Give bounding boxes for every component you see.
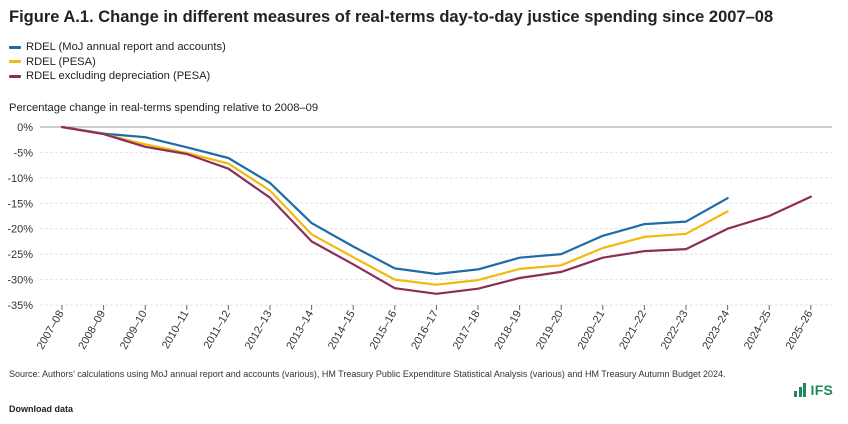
gridlines bbox=[40, 151, 832, 306]
x-tick-label: 2010–11 bbox=[160, 309, 191, 351]
chart-legend: RDEL (MoJ annual report and accounts) RD… bbox=[9, 40, 226, 84]
x-tick-label: 2009–10 bbox=[118, 309, 150, 352]
line-chart: 0% -5% -10% -15% -20% -25% -30% -35%2007–08 2008… bbox=[7, 122, 832, 352]
series-lines bbox=[60, 125, 812, 295]
legend-item-pesa-rdel: RDEL (PESA) bbox=[9, 55, 226, 70]
ifs-logo-bars-icon bbox=[794, 383, 808, 397]
ifs-logo: IFS bbox=[794, 383, 833, 397]
x-tick-label: 2017–18 bbox=[451, 309, 483, 352]
x-tick-label: 2013–14 bbox=[284, 309, 316, 352]
y-tick-label: -25% bbox=[7, 249, 33, 261]
legend-label-moj-rdel: RDEL (MoJ annual report and accounts) bbox=[26, 41, 226, 54]
y-tick-label: -15% bbox=[7, 198, 33, 210]
legend-label-pesa-rdel: RDEL (PESA) bbox=[26, 55, 96, 68]
y-tick-label: -20% bbox=[7, 224, 33, 236]
ifs-logo-text: IFS bbox=[810, 382, 834, 398]
legend-label-pesa-rdel-ex-dep: RDEL excluding depreciation (PESA) bbox=[26, 70, 211, 83]
x-tick-label: 2015–16 bbox=[368, 309, 400, 352]
legend-swatch-pesa-rdel bbox=[9, 60, 21, 64]
y-axis-title: Percentage change in real-terms spending… bbox=[9, 102, 319, 114]
y-tick-label: -35% bbox=[7, 300, 33, 312]
x-tick-label: 2023–24 bbox=[700, 309, 732, 352]
legend-item-moj-rdel: RDEL (MoJ annual report and accounts) bbox=[9, 40, 226, 55]
y-tick-label: 0% bbox=[17, 122, 33, 134]
x-tick-label: 2019–20 bbox=[534, 309, 566, 352]
legend-swatch-moj-rdel bbox=[9, 45, 21, 49]
x-tick-label: 2025–26 bbox=[784, 309, 816, 352]
x-tick-label: 2024–25 bbox=[742, 309, 774, 352]
y-tick-label: -5% bbox=[13, 147, 33, 159]
y-tick-label: -30% bbox=[7, 275, 33, 287]
x-tick-label: 2021–22 bbox=[617, 309, 649, 352]
series-line-3 bbox=[60, 125, 812, 295]
series-line-1 bbox=[60, 125, 729, 276]
download-data-link[interactable]: Download data bbox=[9, 404, 74, 414]
x-tick-label: 2022–23 bbox=[659, 309, 691, 352]
x-tick-label: 2018–19 bbox=[492, 309, 524, 352]
chart-title: Figure A.1. Change in different measures… bbox=[9, 8, 774, 26]
series-line-2 bbox=[60, 125, 729, 286]
axes: 0% -5% -10% -15% -20% -25% -30% -35%2007–08 2008… bbox=[7, 122, 832, 352]
legend-swatch-pesa-rdel-ex-dep bbox=[9, 74, 21, 78]
x-tick-label: 2020–21 bbox=[576, 309, 608, 352]
x-tick-label: 2014–15 bbox=[326, 309, 358, 352]
y-tick-label: -10% bbox=[7, 173, 33, 185]
x-tick-label: 2012–13 bbox=[243, 309, 275, 352]
x-tick-label: 2011–12 bbox=[202, 309, 233, 351]
x-tick-label: 2008–09 bbox=[76, 309, 108, 352]
x-tick-label: 2016–17 bbox=[409, 309, 441, 352]
source-note: Source: Authors’ calculations using MoJ … bbox=[9, 369, 726, 379]
legend-item-pesa-rdel-ex-dep: RDEL excluding depreciation (PESA) bbox=[9, 69, 226, 84]
x-tick-label: 2007–08 bbox=[35, 309, 67, 352]
